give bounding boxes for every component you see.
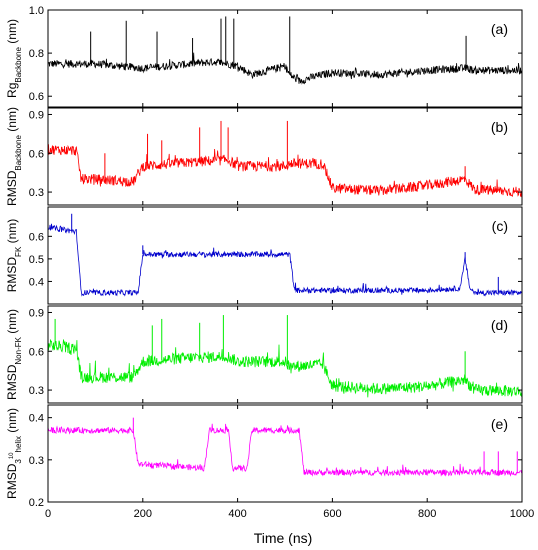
- panel-frame: [47, 206, 523, 305]
- panel-frame: [47, 305, 523, 404]
- y-tick-label: 0.9: [29, 109, 44, 121]
- y-axis-label-main: RMSD: [5, 364, 19, 400]
- y-axis-label: RMSDNon-FK (nm): [5, 309, 23, 400]
- panel-frame: [47, 404, 523, 503]
- y-axis-label: RgBackbone (nm): [5, 19, 23, 98]
- panel-d: 0.3 0.6 0.9 (d) RMSDNon-FK (nm): [5, 305, 523, 404]
- y-axis-label-unit: (nm): [5, 107, 19, 135]
- panel-frame: [47, 9, 523, 108]
- series-line-d: [48, 339, 522, 398]
- y-axis-label-unit: (nm): [5, 309, 19, 337]
- y-axis-label-main: RMSD: [5, 170, 19, 206]
- y-axis-label-main: RMSD: [5, 257, 19, 293]
- y-axis-label-subscript: FK: [14, 246, 23, 257]
- y-axis-label-sub-index: 3: [14, 459, 23, 464]
- panels-group: 0.60.81.0(a)RgBackbone (nm)0.30.60.9(b)R…: [5, 5, 534, 520]
- y-axis-label-subscript: Backbone: [14, 46, 23, 82]
- panel-frame: [47, 107, 523, 206]
- panel-c: 0.4 0.5 0.6 (c) RMSDFK (nm): [5, 206, 523, 305]
- y-tick-label: 0.5: [29, 254, 44, 266]
- y-tick-label: 0.9: [29, 307, 44, 319]
- panel-tag: (b): [491, 119, 508, 135]
- y-tick-label: 0.3: [29, 455, 44, 467]
- y-tick-label: 0.8: [29, 48, 44, 60]
- y-tick-label: 0.6: [29, 148, 44, 160]
- panel-tag: (d): [491, 317, 508, 333]
- x-axis-label: Time (ns): [254, 530, 313, 546]
- y-axis-label-unit: (nm): [5, 408, 19, 436]
- x-tick-label: 200: [134, 508, 152, 520]
- y-tick-label: 0.6: [29, 231, 44, 243]
- y-axis-label-subscript: Non-FK: [14, 336, 23, 364]
- panel-tag: (e): [491, 416, 508, 432]
- x-tick-label: 0: [45, 508, 51, 520]
- series-line-a: [48, 52, 522, 85]
- panel-e: 0.2 0.3 0.4 (e) RMSD310helix (nm): [5, 404, 523, 509]
- y-tick-label: 0.4: [29, 276, 44, 288]
- y-axis-label-subscript: Backbone: [14, 134, 23, 170]
- y-axis-label-main: RMSD: [5, 463, 19, 499]
- panel-tag: (c): [492, 218, 508, 234]
- x-tick-label: 1000: [510, 508, 534, 520]
- y-axis-label-unit: (nm): [5, 19, 19, 47]
- y-tick-label: 0.3: [29, 187, 44, 199]
- y-axis-label: RMSDBackbone (nm): [5, 107, 23, 206]
- y-tick-label: 0.6: [29, 91, 44, 103]
- panel-b: 0.3 0.6 0.9 (b) RMSDBackbone (nm): [5, 107, 523, 206]
- panel-a: 0.6 0.8 1.0 (a) RgBackbone (nm): [5, 5, 523, 108]
- series-line-b: [48, 144, 522, 198]
- series-line-e: [48, 423, 522, 477]
- x-tick-label: 600: [323, 508, 341, 520]
- y-axis-label-superscript: 10: [9, 452, 15, 459]
- y-axis-label-main: Rg: [5, 83, 19, 98]
- x-tick-label: 400: [228, 508, 246, 520]
- y-tick-label: 0.4: [29, 413, 44, 425]
- y-axis-label: RMSD310helix (nm): [5, 408, 23, 499]
- panel-tag: (a): [491, 21, 508, 37]
- y-axis-label: RMSDFK (nm): [5, 219, 23, 293]
- series-line-c: [48, 223, 522, 297]
- x-tick-label: 800: [418, 508, 436, 520]
- y-tick-label: 1.0: [29, 5, 44, 17]
- y-tick-label: 0.6: [29, 346, 44, 358]
- y-tick-label: 0.3: [29, 385, 44, 397]
- y-axis-label-subscript: helix: [14, 436, 23, 452]
- y-tick-label: 0.2: [29, 497, 44, 509]
- y-axis-label-unit: (nm): [5, 219, 19, 247]
